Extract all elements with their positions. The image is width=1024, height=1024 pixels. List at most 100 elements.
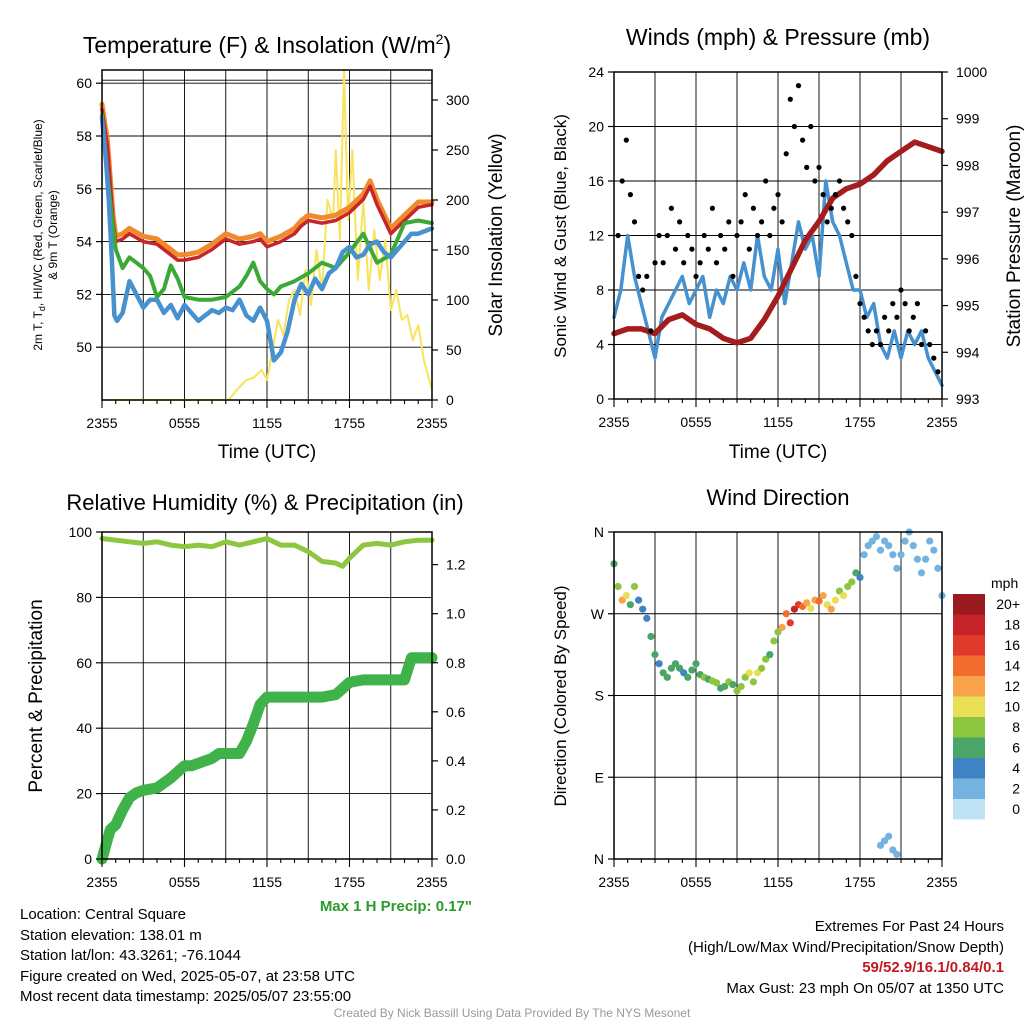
temp-right-ytick-label: 300: [446, 92, 470, 108]
gust-point: [763, 178, 769, 184]
direction-point: [922, 555, 930, 563]
direction-point: [782, 610, 790, 618]
gust-point: [681, 260, 687, 266]
gust-point: [656, 232, 662, 239]
colorbar-label: 12: [1004, 678, 1020, 694]
gust-point: [918, 341, 925, 348]
gust-point: [853, 273, 859, 279]
gust-point: [718, 232, 724, 239]
gust-point: [734, 232, 740, 239]
gust-point: [701, 232, 707, 239]
station-info: Location: Central Square Station elevati…: [20, 905, 355, 1008]
temp-right-ytick-label: 250: [446, 142, 470, 158]
temp-right-ytick-label: 200: [446, 192, 470, 208]
dir-ytick-label: W: [591, 606, 605, 622]
gust-point: [927, 341, 933, 348]
rh-xtick-label: 1755: [334, 874, 365, 890]
gust-point: [672, 246, 679, 252]
wind-right-ytick-label: 993: [956, 391, 980, 407]
max-gust: Max Gust: 23 mph On 05/07 at 1350 UTC: [726, 979, 1004, 997]
wind-xtick-label: 1155: [763, 414, 793, 430]
rh-ytick-label: 40: [76, 720, 92, 736]
max-precip-note: Max 1 H Precip: 0.17": [320, 898, 472, 915]
colorbar-label: 14: [1004, 658, 1020, 674]
rh-right-ytick-label: 0.8: [446, 655, 466, 671]
colorbar-unit-label: mph: [991, 575, 1018, 591]
direction-point: [897, 551, 905, 559]
temp-xtick-label: 1155: [252, 415, 282, 431]
gust-point: [677, 219, 683, 225]
rh-ytick-label: 60: [76, 655, 92, 671]
temp-right-ytick-label: 0: [446, 392, 454, 408]
gust-point: [636, 273, 642, 279]
winds-title: Winds (mph) & Pressure (mb): [626, 24, 930, 50]
extremes-info: Extremes For Past 24 Hours (High/Low/Max…: [688, 917, 1004, 999]
temp-ytick-label: 54: [76, 234, 92, 250]
rh-right-ytick-label: 0.6: [446, 704, 466, 720]
direction-point: [840, 591, 848, 600]
rh-xtick-label: 0555: [169, 874, 200, 890]
wind-ytick-label: 4: [596, 337, 604, 353]
dir-ytick-label: N: [594, 524, 604, 540]
humidity-panel: Relative Humidity (%) & Precipitation (i…: [26, 490, 472, 915]
direction-point: [807, 604, 815, 612]
direction-point: [856, 573, 864, 582]
gust-point: [730, 273, 736, 279]
gust-point: [623, 137, 629, 143]
rh-xtick-label: 2355: [86, 874, 117, 890]
direction-point: [651, 651, 659, 659]
direction-point: [885, 542, 893, 550]
gust-point: [652, 260, 658, 266]
colorbar-swatch: [953, 799, 985, 820]
gust-point: [890, 301, 896, 307]
gust-point: [849, 232, 855, 239]
rh-right-ytick-label: 0.4: [446, 753, 466, 769]
colorbar-label: 6: [1012, 740, 1020, 756]
rh-ytick-label: 100: [69, 524, 93, 540]
gust-point: [648, 328, 654, 334]
gust-point: [713, 260, 720, 266]
direction-point: [815, 597, 823, 605]
direction-point: [737, 682, 745, 691]
wind-series-pressure: [611, 139, 945, 346]
gust-point: [750, 205, 757, 211]
extremes-subtitle: (High/Low/Max Wind/Precipitation/Snow De…: [688, 938, 1004, 956]
temp-right-ytick-label: 150: [446, 242, 470, 258]
colorbar-label: 0: [1012, 801, 1020, 817]
temp-series-yellow: [101, 69, 433, 401]
temp-ytick-label: 58: [76, 128, 92, 144]
credit-line: Created By Nick Bassill Using Data Provi…: [333, 1006, 691, 1020]
gust-point: [906, 328, 912, 334]
direction-point: [893, 564, 901, 572]
gust-point: [931, 355, 937, 361]
wind-ytick-label: 24: [588, 64, 604, 80]
gust-point: [841, 205, 847, 211]
temp-right-ytick-label: 100: [446, 292, 470, 308]
direction-point: [626, 601, 635, 609]
station-latlon: Station lat/lon: 43.3261; -76.1044: [20, 947, 242, 964]
direction-point: [647, 632, 655, 641]
gust-point: [865, 328, 871, 334]
gust-point: [660, 260, 666, 266]
temp-xtick-label: 1755: [334, 415, 365, 431]
wind-xtick-label: 1755: [844, 414, 875, 430]
gust-point: [709, 205, 716, 211]
gust-point: [759, 219, 765, 225]
direction-point: [848, 578, 856, 586]
station-elevation: Station elevation: 138.01 m: [20, 926, 202, 944]
wind-ytick-label: 8: [596, 282, 604, 298]
gust-point: [644, 273, 650, 279]
dir-xtick-label: 2355: [926, 874, 957, 890]
gust-point: [873, 328, 880, 334]
gust-point: [767, 232, 773, 239]
temp-ytick-label: 50: [76, 339, 92, 355]
temp-xtick-label: 2355: [86, 415, 117, 431]
colorbar-swatch: [953, 758, 985, 779]
rh-ytick-label: 80: [76, 589, 92, 605]
temp-ytick-label: 56: [76, 181, 92, 197]
colorbar-label: 20+: [996, 596, 1020, 612]
wind-xtick-label: 2355: [598, 414, 629, 430]
temp-series-blue: [99, 115, 435, 363]
gust-point: [877, 341, 884, 348]
